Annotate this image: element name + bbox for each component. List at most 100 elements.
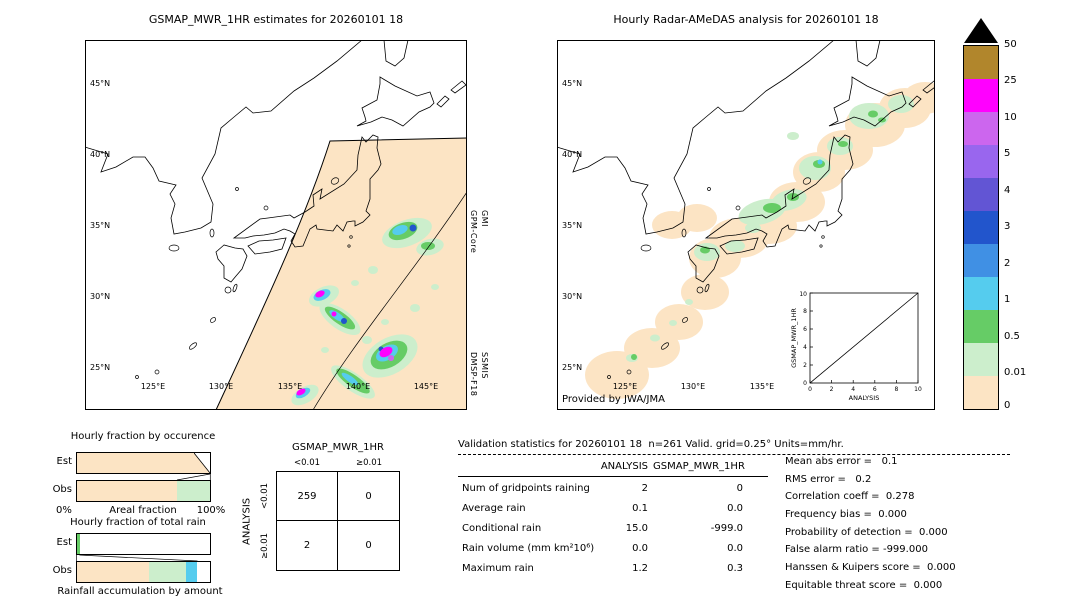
totalrain-est-bar (76, 533, 211, 555)
validation-stat-line: Equitable threat score = 0.000 (785, 580, 943, 591)
occurrence-axis-label: Areal fraction (109, 505, 177, 516)
header-underline (458, 476, 768, 477)
precipitation-blobs (291, 217, 444, 406)
colorbar-tick-label: 0.01 (1004, 367, 1027, 378)
svg-text:2: 2 (803, 362, 807, 369)
colorbar-segment (964, 376, 998, 409)
colorbar-tick-label: 3 (1004, 221, 1011, 232)
bar-segment (77, 481, 177, 501)
svg-text:6: 6 (873, 386, 877, 393)
lat-tick-label: 25°N (562, 363, 582, 372)
validation-stat-line: False alarm ratio = -999.000 (785, 544, 928, 555)
svg-text:10: 10 (799, 291, 807, 298)
colorbar-segment (964, 277, 998, 310)
occurrence-obs-label: Obs (52, 484, 72, 495)
inset-scatter: 0 2 4 6 8 10 0 2 4 6 8 10 ANALYSIS GSMAP… (790, 291, 922, 402)
bar-segment (176, 481, 210, 501)
occurrence-connector-lines (176, 474, 211, 480)
colorbar-tick-label: 4 (1004, 185, 1011, 196)
validation-row-label: Conditional rain (462, 523, 542, 534)
validation-col-analysis: ANALYSIS (600, 461, 648, 472)
swath-source-labels-bottom: DMSP-F18 SSMIS (469, 352, 489, 396)
right-map: 0 2 4 6 8 10 0 2 4 6 8 10 ANALYSIS GSMAP… (557, 40, 935, 410)
lat-tick-label: 40°N (90, 150, 110, 159)
validation-row-label: Average rain (462, 503, 526, 514)
bar-segment (77, 453, 210, 473)
contingency-cell: 259 (277, 472, 338, 521)
validation-row-label: Num of gridpoints raining (462, 483, 590, 494)
swath-source-labels-top: GPM-Core GMI (469, 210, 489, 253)
bar-segment (77, 534, 81, 554)
colorbar-segment (964, 79, 998, 112)
lon-tick-label: 135°E (750, 382, 774, 391)
coastlines (557, 40, 935, 283)
occurrence-x0-label: 0% (56, 505, 72, 516)
validation-stat-line: Probability of detection = 0.000 (785, 527, 948, 538)
lat-tick-label: 45°N (90, 79, 110, 88)
contingency-row-header: <0.01 (260, 482, 270, 510)
totalrain-obs-label: Obs (52, 565, 72, 576)
svg-text:0: 0 (808, 386, 812, 393)
colorbar-tick-label: 2 (1004, 258, 1011, 269)
contingency-side-label: ANALYSIS (241, 497, 253, 545)
validation-stat-line: Frequency bias = 0.000 (785, 509, 907, 520)
inset-tick-labels: 0 2 4 6 8 10 0 2 4 6 8 10 (799, 291, 922, 393)
identity-line (809, 292, 919, 384)
bar-segment (148, 562, 187, 582)
validation-analysis-value: 2 (641, 483, 648, 494)
validation-col-gsmap: GSMAP_MWR_1HR (653, 461, 745, 472)
lon-tick-label: 130°E (681, 382, 705, 391)
colorbar-segment (964, 244, 998, 277)
colorbar-tick-label: 1 (1004, 294, 1011, 305)
validation-gsmap-value: 0 (736, 483, 743, 494)
lon-tick-label: 125°E (613, 382, 637, 391)
colorbar-over-triangle (964, 18, 998, 43)
validation-gsmap-value: 0.0 (727, 543, 743, 554)
swath-label-gpm-core: GPM-Core (469, 210, 478, 254)
lon-tick-label: 130°E (209, 382, 233, 391)
colorbar-segment (964, 46, 998, 79)
map-frame (85, 40, 467, 410)
contingency-row-header: ≥0.01 (260, 532, 270, 560)
lat-tick-label: 25°N (90, 363, 110, 372)
small-islands (607, 177, 825, 379)
lon-tick-label: 145°E (414, 382, 438, 391)
colorbar-tick-label: 5 (1004, 148, 1011, 159)
svg-text:4: 4 (803, 344, 807, 351)
lon-tick-label: 135°E (278, 382, 302, 391)
validation-analysis-value: 0.0 (632, 543, 648, 554)
lat-tick-label: 35°N (562, 221, 582, 230)
validation-stat-line: Correlation coeff = 0.278 (785, 491, 915, 502)
svg-text:0: 0 (803, 380, 807, 387)
lon-tick-label: 125°E (141, 382, 165, 391)
inset-ticks (809, 292, 919, 384)
swath-label-gmi: GMI (480, 210, 489, 227)
contingency-table: 259 0 2 0 (276, 471, 400, 571)
analysis-rain-blobs (626, 95, 914, 362)
small-islands (135, 177, 353, 379)
coastlines (85, 40, 467, 283)
colorbar-tick-label: 25 (1004, 75, 1017, 86)
colorbar-tick-label: 50 (1004, 39, 1017, 50)
occurrence-est-label: Est (56, 456, 72, 467)
validation-stat-line: Hanssen & Kuipers score = 0.000 (785, 562, 956, 573)
occurrence-x1-label: 100% (196, 505, 226, 516)
lat-tick-label: 45°N (562, 79, 582, 88)
svg-text:4: 4 (851, 386, 855, 393)
svg-text:8: 8 (894, 386, 898, 393)
right-map-title: Hourly Radar-AMeDAS analysis for 2026010… (613, 13, 879, 26)
occurrence-est-wedge (194, 453, 210, 473)
validation-stat-line: Mean abs error = 0.1 (785, 456, 898, 467)
inset-xlabel: ANALYSIS (849, 394, 880, 402)
lon-tick-label: 140°E (346, 382, 370, 391)
validation-analysis-value: 1.2 (632, 563, 648, 574)
occurrence-est-bar (76, 452, 211, 474)
colorbar-segment (964, 145, 998, 178)
swath-inner-edge (312, 191, 467, 410)
swath-label-dmsp-f18: DMSP-F18 (469, 352, 478, 397)
contingency-col-header: ≥0.01 (355, 458, 383, 468)
lat-tick-label: 30°N (90, 292, 110, 301)
occurrence-obs-bar (76, 480, 211, 502)
colorbar-segment (964, 178, 998, 211)
validation-row-label: Maximum rain (462, 563, 534, 574)
